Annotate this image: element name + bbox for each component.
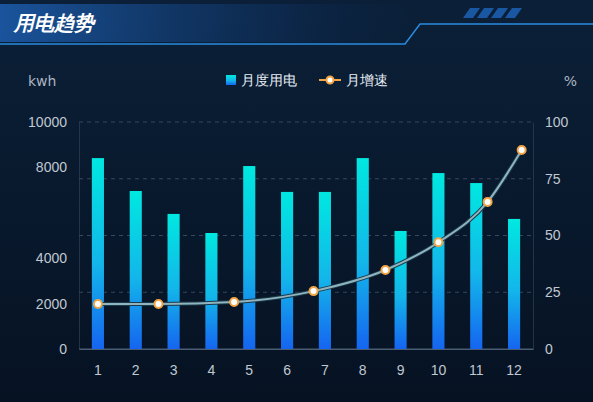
bar — [432, 173, 444, 349]
bar — [395, 231, 407, 349]
tick: 3 — [170, 349, 178, 378]
plot: 0200040008000100000255075100123456789101… — [28, 114, 569, 378]
tick-label: 7 — [321, 362, 329, 378]
bar — [168, 214, 180, 349]
axis-line — [79, 123, 80, 350]
tick: 0 — [533, 341, 553, 357]
tick: 5 — [245, 349, 253, 378]
grid-line — [79, 178, 533, 179]
tick-label: 25 — [545, 284, 561, 300]
tick: 9 — [397, 349, 405, 378]
bar — [205, 233, 217, 349]
bar — [243, 166, 255, 349]
tick-label: 100 — [545, 114, 569, 130]
marks — [92, 146, 526, 349]
tick-label: 8000 — [36, 159, 67, 175]
bar — [319, 192, 331, 349]
axis-line — [533, 123, 534, 350]
tick-label: 3 — [170, 362, 178, 378]
tick: 25 — [533, 284, 561, 300]
header-deco — [505, 8, 522, 18]
tick: 11 — [469, 349, 484, 378]
tick: 12 — [506, 349, 522, 378]
legend: 月度用电 月增速 — [226, 72, 388, 88]
marker — [434, 238, 442, 246]
tick: 2000 — [36, 296, 79, 312]
grid-line — [79, 122, 533, 123]
axis-line — [80, 349, 534, 350]
grid-line — [79, 349, 533, 350]
bar — [130, 191, 142, 349]
tick: 100 — [533, 114, 569, 130]
grid-line — [79, 235, 533, 236]
header-deco — [463, 8, 480, 18]
bar — [281, 192, 293, 349]
y2-axis: 0 25 50 75 100 — [533, 114, 569, 357]
marker — [154, 300, 162, 308]
legend-item: 月度用电 — [226, 72, 297, 88]
tick-label: 0 — [545, 341, 553, 357]
title: 用电趋势 — [13, 11, 97, 35]
tick: 1 — [94, 349, 102, 378]
legend-label: 月度用电 — [241, 72, 297, 88]
marker — [230, 298, 238, 306]
tick: 75 — [533, 171, 561, 187]
header-bar — [0, 4, 415, 42]
tick: 2 — [132, 349, 140, 378]
x-axis: 123456789101112 — [80, 349, 534, 378]
marker — [94, 300, 102, 308]
marker — [518, 146, 526, 154]
tick: 10 — [431, 349, 447, 378]
tick-label: 12 — [506, 362, 522, 378]
tick: 10000 — [28, 114, 79, 130]
bar — [508, 219, 520, 349]
y-axis: 0 2000 4000 8000 10000 — [28, 114, 79, 357]
tick: 8 — [359, 349, 367, 378]
tick-label: 5 — [245, 362, 253, 378]
tick: 4000 — [36, 250, 79, 266]
tick-label: 75 — [545, 171, 561, 187]
tick: 7 — [321, 349, 329, 378]
tick: 0 — [59, 341, 79, 357]
axis-title: % — [564, 73, 577, 89]
header-deco — [491, 8, 508, 18]
grid — [79, 122, 533, 349]
axis-title: kwh — [28, 73, 56, 89]
markers — [94, 146, 526, 308]
marker — [484, 198, 492, 206]
tick-label: 50 — [545, 227, 561, 243]
tick-label: 2 — [132, 362, 140, 378]
tick-label: 2000 — [36, 296, 67, 312]
chart: 用电趋势020004000800010000025507510012345678… — [0, 0, 593, 402]
tick-label: 1 — [94, 362, 102, 378]
legend-item: 月增速 — [319, 72, 388, 88]
tick: 6 — [283, 349, 291, 378]
bar — [357, 158, 369, 349]
background — [0, 0, 593, 402]
tick: 50 — [533, 227, 561, 243]
tick-label: 10000 — [28, 114, 67, 130]
tick-label: 4 — [208, 362, 216, 378]
marker — [381, 266, 389, 274]
marker — [310, 287, 318, 295]
legend-swatch — [327, 77, 334, 84]
tick-label: 4000 — [36, 250, 67, 266]
tick-label: 8 — [359, 362, 367, 378]
tick-label: 9 — [397, 362, 405, 378]
bars — [92, 158, 520, 349]
legend-label: 月增速 — [346, 72, 388, 88]
line — [98, 150, 522, 304]
header-deco — [477, 8, 494, 18]
tick: 4 — [208, 349, 216, 378]
tick-label: 11 — [469, 362, 484, 378]
line-shadow — [98, 150, 522, 304]
tick-label: 0 — [59, 341, 67, 357]
legend-swatch — [226, 75, 236, 85]
tick-label: 6 — [283, 362, 291, 378]
tick-label: 10 — [431, 362, 447, 378]
bar — [92, 158, 104, 349]
tick: 8000 — [36, 159, 79, 175]
